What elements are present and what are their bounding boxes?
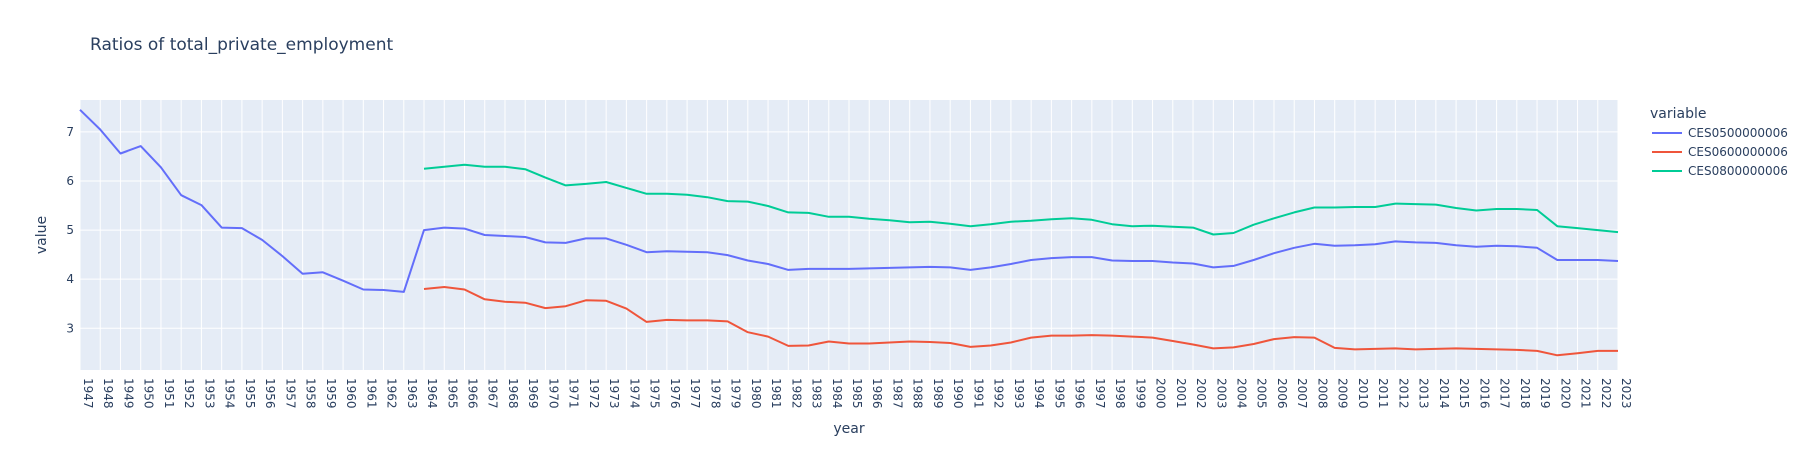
x-tick-label: 1990 xyxy=(951,378,965,409)
x-tick-label: 1986 xyxy=(870,378,884,409)
y-tick-label: 5 xyxy=(66,223,74,237)
x-tick-label: 1950 xyxy=(142,378,156,409)
x-tick-label: 1967 xyxy=(486,378,500,409)
x-tick-label: 2011 xyxy=(1376,378,1390,409)
x-tick-label: 1988 xyxy=(911,378,925,409)
x-tick-label: 2010 xyxy=(1356,378,1370,409)
legend-label: CES0800000006 xyxy=(1688,164,1788,178)
series-line-CES0800000006 xyxy=(423,163,1619,236)
x-tick-label: 2016 xyxy=(1477,378,1491,409)
x-axis-ticks: 1947 1948 1949 1950 1951 1952 1953 1954 1955 1956… xyxy=(81,378,1633,409)
x-tick-label: 1975 xyxy=(648,378,662,409)
y-tick-label: 4 xyxy=(66,272,74,286)
x-tick-label: 1979 xyxy=(729,378,743,409)
x-tick-label: 1958 xyxy=(304,378,318,409)
x-tick-label: 1969 xyxy=(526,378,540,409)
legend-label: CES0500000006 xyxy=(1688,126,1788,140)
x-tick-label: 1994 xyxy=(1032,378,1046,409)
x-tick-label: 1954 xyxy=(223,378,237,409)
x-tick-label: 1985 xyxy=(850,378,864,409)
x-tick-label: 2013 xyxy=(1417,378,1431,409)
x-tick-label: 2004 xyxy=(1235,378,1249,409)
x-tick-label: 2012 xyxy=(1396,378,1410,409)
x-tick-label: 1995 xyxy=(1052,378,1066,409)
x-tick-label: 1961 xyxy=(364,378,378,409)
x-tick-label: 1960 xyxy=(344,378,358,409)
x-tick-label: 1959 xyxy=(324,378,338,409)
x-tick-label: 2017 xyxy=(1498,378,1512,409)
x-tick-label: 1955 xyxy=(243,378,257,409)
x-tick-label: 1970 xyxy=(546,378,560,409)
x-tick-label: 1993 xyxy=(1012,378,1026,409)
x-tick-label: 1973 xyxy=(607,378,621,409)
x-tick-label: 1957 xyxy=(283,378,297,409)
legend-title: variable xyxy=(1650,106,1706,122)
x-tick-label: 1997 xyxy=(1093,378,1107,409)
series-lines xyxy=(79,109,1619,357)
x-tick-label: 1963 xyxy=(405,378,419,409)
x-tick-label: 1974 xyxy=(627,378,641,409)
x-tick-label: 1983 xyxy=(810,378,824,409)
x-tick-label: 1965 xyxy=(445,378,459,409)
x-tick-label: 2015 xyxy=(1457,378,1471,409)
x-tick-label: 2019 xyxy=(1538,378,1552,409)
x-tick-label: 1984 xyxy=(830,378,844,409)
x-tick-label: 2014 xyxy=(1437,378,1451,409)
x-tick-label: 1947 xyxy=(81,378,95,409)
x-tick-label: 2008 xyxy=(1315,378,1329,409)
x-tick-label: 1968 xyxy=(506,378,520,409)
gridlines xyxy=(79,100,1619,370)
series-line-CES0600000006 xyxy=(423,286,1618,357)
x-tick-label: 1953 xyxy=(202,378,216,409)
x-tick-label: 2018 xyxy=(1518,378,1532,409)
legend-label: CES0600000006 xyxy=(1688,145,1788,159)
x-tick-label: 1962 xyxy=(385,378,399,409)
x-tick-label: 1971 xyxy=(567,378,581,409)
x-tick-label: 1966 xyxy=(466,378,480,409)
x-tick-label: 2006 xyxy=(1275,378,1289,409)
y-tick-label: 6 xyxy=(66,174,74,188)
x-tick-label: 1976 xyxy=(668,378,682,409)
x-tick-label: 2005 xyxy=(1255,378,1269,409)
x-tick-label: 1949 xyxy=(121,378,135,409)
x-tick-label: 2023 xyxy=(1619,378,1633,409)
y-axis-title: value xyxy=(34,216,50,254)
y-tick-label: 7 xyxy=(66,125,74,139)
x-tick-label: 1948 xyxy=(101,378,115,409)
x-tick-label: 1987 xyxy=(890,378,904,409)
x-tick-label: 1952 xyxy=(182,378,196,409)
x-tick-label: 1998 xyxy=(1113,378,1127,409)
y-axis-ticks: 3 4 5 6 7 xyxy=(66,125,74,335)
x-tick-label: 1981 xyxy=(769,378,783,409)
x-tick-label: 2000 xyxy=(1154,378,1168,409)
x-tick-label: 2009 xyxy=(1336,378,1350,409)
x-tick-label: 2020 xyxy=(1558,378,1572,409)
x-tick-label: 2007 xyxy=(1295,378,1309,409)
chart-title: Ratios of total_private_employment xyxy=(90,35,393,55)
x-tick-label: 2002 xyxy=(1194,378,1208,409)
series-line-CES0500000006 xyxy=(79,109,1619,293)
x-tick-label: 1980 xyxy=(749,378,763,409)
y-tick-label: 3 xyxy=(66,321,74,335)
x-tick-label: 1951 xyxy=(162,378,176,409)
x-tick-label: 1977 xyxy=(688,378,702,409)
x-tick-label: 1992 xyxy=(992,378,1006,409)
x-tick-label: 2021 xyxy=(1579,378,1593,409)
x-tick-label: 1982 xyxy=(789,378,803,409)
x-tick-label: 1978 xyxy=(708,378,722,409)
x-tick-label: 1989 xyxy=(931,378,945,409)
x-tick-label: 1999 xyxy=(1133,378,1147,409)
x-tick-label: 2022 xyxy=(1599,378,1613,409)
x-tick-label: 1956 xyxy=(263,378,277,409)
x-tick-label: 2003 xyxy=(1214,378,1228,409)
x-tick-label: 2001 xyxy=(1174,378,1188,409)
x-tick-label: 1964 xyxy=(425,378,439,409)
x-axis-title: year xyxy=(833,421,864,437)
legend: variable CES0500000006 CES0600000006 CES08… xyxy=(1650,106,1788,178)
legend-items: CES0500000006 CES0600000006 CES0800000006 xyxy=(1652,126,1788,178)
x-tick-label: 1972 xyxy=(587,378,601,409)
x-tick-label: 1991 xyxy=(971,378,985,409)
x-tick-label: 1996 xyxy=(1073,378,1087,409)
